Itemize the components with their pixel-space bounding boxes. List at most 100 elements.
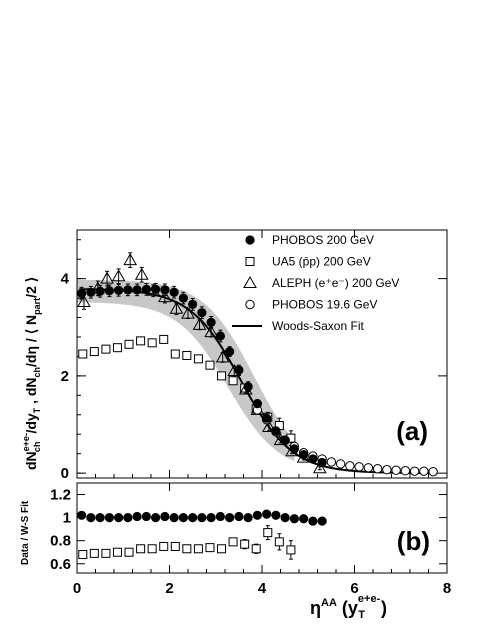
legend-open-circle-swatch — [245, 299, 255, 310]
open-square-point — [147, 338, 157, 348]
open-circle-point — [345, 461, 355, 471]
panel-label-b: (b) — [397, 526, 430, 556]
filled-circle-point — [123, 285, 133, 295]
filled-circle-point — [206, 317, 216, 327]
open-square-point — [228, 537, 238, 547]
panel-a: 0 2 4 PHOBOS 200 GeV UA5 (p̄p) 200 GeV ALEPH… — [61, 229, 448, 482]
panel-a-data-points — [77, 252, 438, 477]
filled-circle-point — [95, 513, 105, 523]
open-circle-point — [363, 463, 374, 473]
filled-circle-point — [160, 511, 170, 522]
open-square-point — [240, 539, 250, 549]
panel-b-data-points — [77, 509, 327, 560]
open-triangle-point — [169, 301, 184, 314]
open-square-point — [193, 354, 203, 364]
filled-circle-point — [123, 513, 133, 523]
open-square-point — [124, 547, 134, 557]
filled-circle-point — [215, 511, 225, 522]
filled-circle-point — [132, 511, 142, 522]
filled-circle-point — [225, 513, 235, 523]
open-square-point — [274, 537, 284, 547]
filled-circle-point — [77, 510, 87, 520]
open-square-point — [101, 548, 111, 558]
open-square-point — [170, 349, 180, 359]
open-square-point — [78, 349, 88, 359]
filled-circle-point — [114, 285, 124, 295]
filled-circle-point — [225, 346, 235, 357]
y-tick-label-b: 0.8 — [50, 533, 71, 550]
legend-open-triangle-swatch — [243, 275, 257, 288]
x-tick-label: 4 — [258, 580, 267, 597]
open-square-point — [78, 550, 88, 560]
open-triangle-point — [158, 290, 172, 303]
legend-label: ALEPH (e⁺e⁻) 200 GeV — [272, 276, 399, 290]
filled-circle-point — [243, 513, 253, 523]
filled-circle-point — [280, 513, 290, 523]
open-square-point — [263, 528, 273, 538]
legend: PHOBOS 200 GeV UA5 (p̄p) 200 GeV ALEPH (e⁺… — [232, 233, 399, 333]
filled-circle-point — [234, 511, 244, 522]
open-circle-point — [409, 466, 420, 476]
open-square-point — [112, 343, 122, 353]
woods-saxon-fit-line — [79, 288, 438, 475]
x-tick-label: 8 — [443, 580, 451, 597]
open-square-point — [228, 376, 238, 386]
open-square-point — [159, 334, 169, 344]
open-circle-point — [400, 466, 411, 476]
open-circle-point — [419, 466, 429, 476]
y-tick-label-a: 2 — [61, 368, 69, 385]
y-axis-title-a: dNe+e-ch/dyT , dNch/dη / ⟨ Npart/2 ⟩ — [21, 277, 42, 470]
legend-filled-circle-swatch — [245, 235, 255, 245]
filled-circle-point — [77, 288, 87, 298]
filled-circle-point — [271, 426, 281, 436]
filled-circle-point — [215, 331, 225, 341]
filled-circle-point — [234, 365, 244, 375]
open-square-point — [147, 544, 157, 554]
panel-a-ticks: 0 2 4 — [61, 230, 448, 482]
filled-circle-point — [178, 513, 188, 523]
filled-circle-point — [141, 511, 151, 522]
filled-circle-point — [252, 510, 262, 520]
open-triangle-point — [204, 325, 218, 338]
filled-circle-point — [169, 287, 179, 297]
open-triangle-point — [77, 294, 91, 307]
x-tick-label: 2 — [165, 580, 173, 597]
filled-circle-point — [206, 513, 216, 523]
filled-circle-point — [151, 513, 161, 523]
panel-b-frame — [76, 482, 448, 574]
open-square-point — [101, 344, 111, 354]
open-triangle-point — [181, 306, 195, 319]
filled-circle-point — [188, 299, 198, 309]
filled-circle-point — [141, 284, 151, 294]
open-square-point — [217, 544, 227, 554]
open-circle-point — [372, 464, 383, 474]
filled-circle-point — [252, 399, 262, 409]
open-circle-point — [382, 465, 392, 475]
legend-label: UA5 (p̄p) 200 GeV — [272, 255, 371, 269]
filled-circle-point — [86, 287, 96, 297]
open-triangle-point — [123, 253, 138, 266]
filled-circle-point — [197, 513, 207, 523]
y-tick-label-a: 4 — [61, 271, 70, 288]
filled-circle-point — [299, 450, 309, 460]
filled-circle-point — [289, 444, 299, 454]
filled-circle-point — [317, 516, 327, 526]
woods-saxon-uncertainty-band — [77, 279, 295, 462]
filled-circle-point — [95, 286, 105, 296]
open-triangle-point — [262, 419, 276, 432]
open-circle-point — [428, 466, 438, 477]
y-axis-title-b: Data / W-S Fit — [20, 500, 31, 565]
filled-circle-point — [308, 454, 318, 464]
filled-circle-point — [243, 381, 253, 392]
x-tick-label: 0 — [73, 580, 81, 597]
open-square-point — [136, 336, 146, 346]
filled-circle-point — [104, 286, 114, 296]
open-square-point — [217, 371, 227, 381]
open-square-point — [193, 544, 203, 554]
panel-a-frame — [76, 229, 448, 479]
legend-label: Woods-Saxon Fit — [272, 319, 364, 333]
open-triangle-point — [134, 267, 149, 280]
filled-circle-point — [317, 457, 327, 468]
panel-b-ticks: 0 2 4 6 8 0.6 0.8 1 1.2 — [50, 483, 451, 597]
